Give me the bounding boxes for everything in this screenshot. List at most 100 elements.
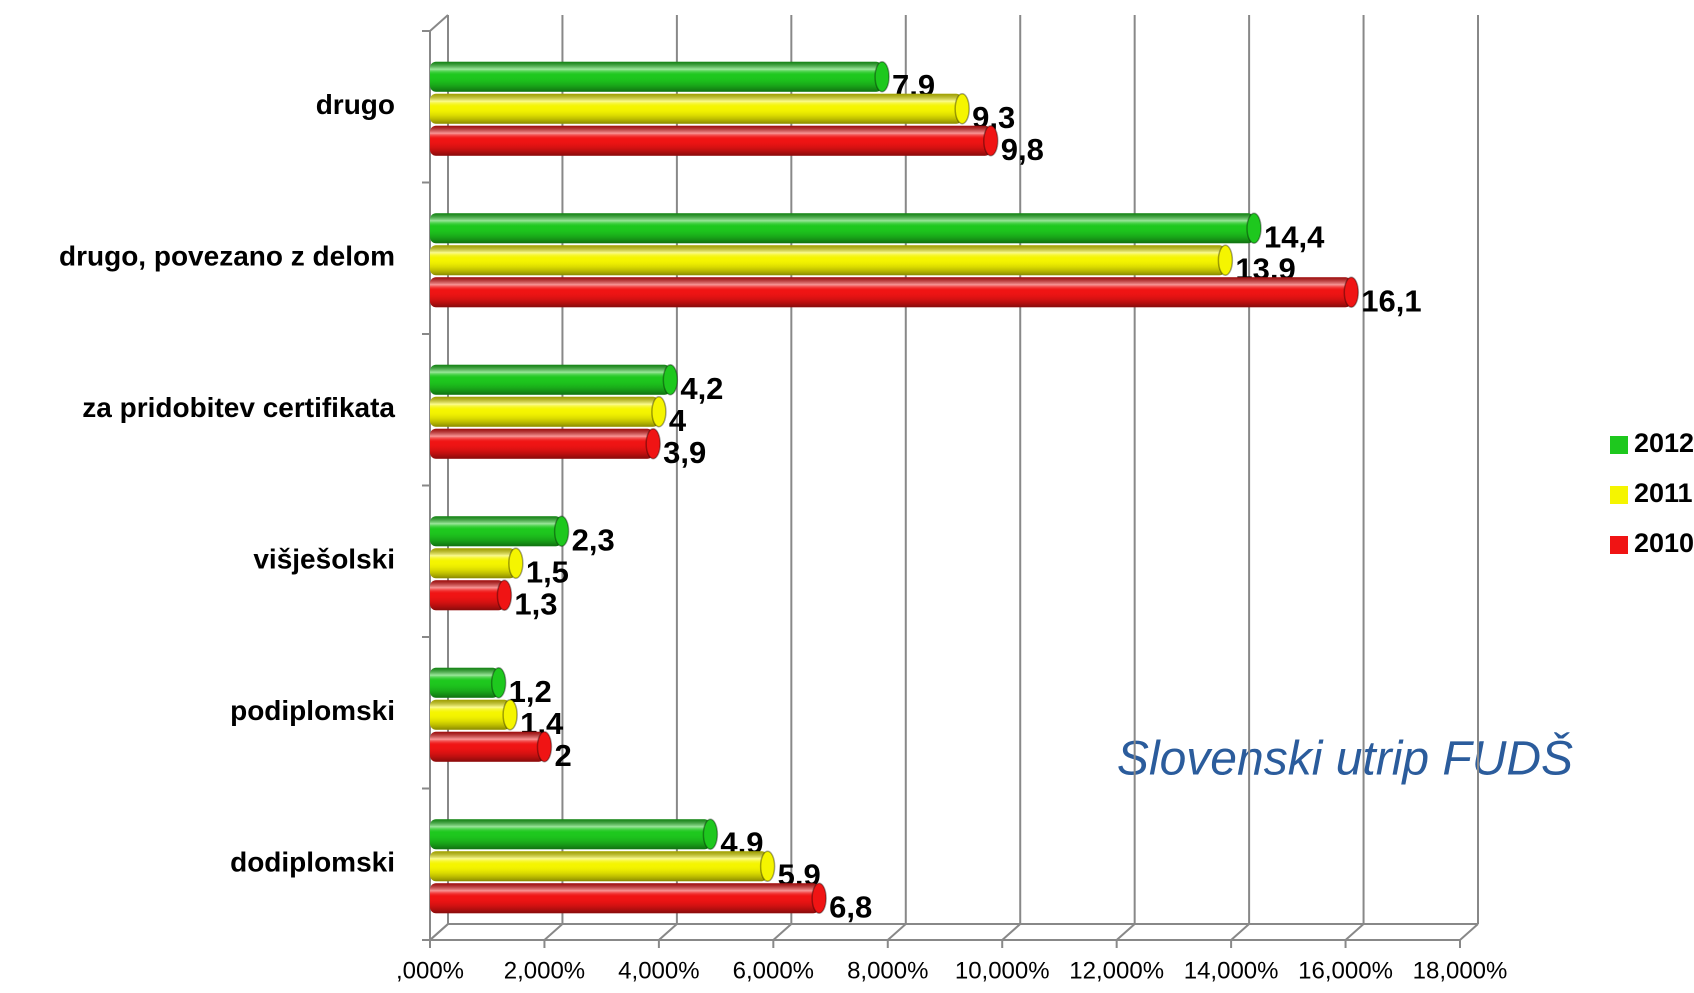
bar-shade <box>430 819 711 850</box>
bar-cap <box>490 667 507 699</box>
bar-shade <box>430 883 820 914</box>
bar-shade <box>430 61 883 92</box>
bar-cap <box>702 818 719 850</box>
category-label: podiplomski <box>230 695 395 726</box>
bar-cap <box>508 547 524 579</box>
x-tick-label: 4,000% <box>618 957 699 984</box>
grid-line <box>772 923 792 941</box>
bar-shade <box>430 396 659 427</box>
bar-cap <box>811 882 827 914</box>
bar <box>430 61 890 93</box>
bar <box>430 547 524 579</box>
bar-cap <box>645 428 661 460</box>
bar-shade <box>430 731 545 762</box>
value-label: 1,5 <box>526 554 569 589</box>
category-label: dodiplomski <box>230 847 395 878</box>
x-tick-label: 2,000% <box>504 957 585 984</box>
bar <box>430 125 999 157</box>
value-label: 6,8 <box>829 889 872 924</box>
value-label: 1,2 <box>509 674 552 709</box>
bar <box>430 515 570 547</box>
grid-line <box>1344 923 1365 941</box>
axis-line <box>429 14 449 32</box>
x-tick-label: ,000% <box>396 957 464 984</box>
bar <box>430 93 970 125</box>
bar-shade <box>430 667 499 698</box>
bar-cap <box>1217 244 1234 276</box>
bar <box>430 276 1360 308</box>
annotation: Slovenski utrip FUDŠ <box>1117 732 1573 786</box>
bar-shade <box>430 516 562 547</box>
bar <box>430 882 827 914</box>
bar-shade <box>430 699 511 730</box>
category-label: drugo, povezano z delom <box>59 241 395 272</box>
grid-line <box>887 923 907 941</box>
bar-cap <box>662 364 679 396</box>
bar <box>430 244 1234 276</box>
x-tick-label: 8,000% <box>847 957 928 984</box>
bar-cap <box>553 515 570 547</box>
bar <box>430 699 518 731</box>
legend-swatch <box>1610 486 1628 504</box>
x-tick-label: 16,000% <box>1298 957 1393 984</box>
bar <box>430 212 1262 244</box>
bar-cap <box>983 125 999 157</box>
bar-cap <box>874 61 890 93</box>
x-tick-label: 12,000% <box>1069 957 1164 984</box>
value-label: 2 <box>554 738 571 773</box>
category-label: drugo <box>316 89 395 120</box>
bar-shade <box>430 851 768 882</box>
grid-line <box>1459 923 1479 941</box>
grid-line <box>1001 923 1021 941</box>
bar-cap <box>759 850 776 882</box>
grid-line <box>1116 923 1136 941</box>
x-tick-label: 6,000% <box>733 957 814 984</box>
grid-line <box>658 923 678 941</box>
bar <box>430 818 719 850</box>
bar <box>430 396 667 428</box>
grid-line <box>429 923 449 941</box>
value-label: 2,3 <box>572 522 615 557</box>
legend-swatch <box>1610 536 1628 554</box>
bar-shade <box>430 277 1352 308</box>
bar-cap <box>502 699 518 731</box>
bar <box>430 731 553 763</box>
legend-swatch <box>1610 436 1628 454</box>
bar-shade <box>430 125 991 156</box>
bar-cap <box>954 93 970 125</box>
bar <box>430 850 776 882</box>
bar <box>430 667 507 699</box>
value-label: 4,2 <box>680 371 723 406</box>
bar-shade <box>430 213 1254 244</box>
grid-line <box>543 923 564 941</box>
x-tick-label: 14,000% <box>1184 957 1279 984</box>
category-label: za pridobitev certifikata <box>82 392 395 423</box>
value-label: 4 <box>669 403 687 438</box>
value-label: 16,1 <box>1361 283 1421 318</box>
grid-line <box>1230 923 1250 941</box>
legend-label: 2010 <box>1634 528 1694 558</box>
bar <box>430 579 513 611</box>
bar-shade <box>430 364 671 395</box>
value-label: 14,4 <box>1264 219 1325 254</box>
x-tick-label: 10,000% <box>955 957 1050 984</box>
bar-shade <box>430 548 516 579</box>
bar-shade <box>430 93 963 124</box>
bar-shade <box>430 580 505 611</box>
bar-cap <box>651 396 667 428</box>
bar-cap <box>496 579 513 611</box>
value-label: 1,3 <box>514 586 557 621</box>
legend-label: 2011 <box>1634 478 1693 508</box>
category-label: višješolski <box>253 544 395 575</box>
value-label: 3,9 <box>663 435 706 470</box>
bar-cap <box>1343 276 1360 308</box>
legend-label: 2012 <box>1634 428 1694 458</box>
bar-shade <box>430 245 1226 276</box>
x-tick-label: 18,000% <box>1413 957 1508 984</box>
bar-shade <box>430 428 654 459</box>
bar <box>430 364 679 396</box>
bar <box>430 428 661 460</box>
bar-cap <box>1246 212 1262 244</box>
value-label: 9,8 <box>1001 132 1044 167</box>
